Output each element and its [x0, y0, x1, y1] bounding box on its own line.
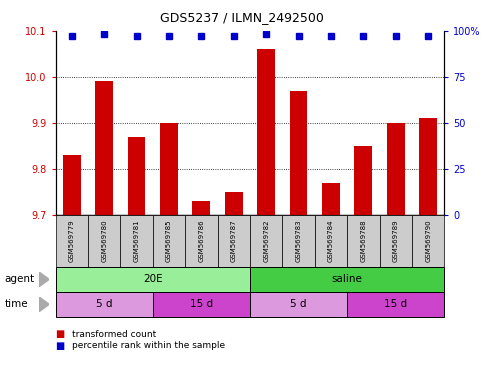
Text: GSM569779: GSM569779: [69, 220, 75, 262]
Text: time: time: [5, 299, 28, 310]
Bar: [257, 49, 275, 215]
Text: GSM569787: GSM569787: [231, 220, 237, 262]
Text: GDS5237 / ILMN_2492500: GDS5237 / ILMN_2492500: [159, 12, 324, 25]
Bar: [128, 137, 145, 215]
Text: GSM569780: GSM569780: [101, 220, 107, 262]
Polygon shape: [39, 296, 49, 312]
Bar: [387, 123, 405, 215]
Text: 15 d: 15 d: [190, 299, 213, 310]
Text: GSM569786: GSM569786: [199, 220, 204, 262]
Bar: [95, 81, 113, 215]
Text: GSM569789: GSM569789: [393, 220, 399, 262]
Text: ■: ■: [56, 329, 65, 339]
Text: GSM569783: GSM569783: [296, 220, 301, 262]
Text: GSM569785: GSM569785: [166, 220, 172, 262]
Text: 5 d: 5 d: [290, 299, 307, 310]
Bar: [63, 155, 81, 215]
Text: GSM569784: GSM569784: [328, 220, 334, 262]
Text: 5 d: 5 d: [96, 299, 113, 310]
Bar: [160, 123, 178, 215]
Bar: [355, 146, 372, 215]
Text: 15 d: 15 d: [384, 299, 407, 310]
Text: GSM569788: GSM569788: [360, 220, 367, 262]
Text: percentile rank within the sample: percentile rank within the sample: [72, 341, 226, 350]
Text: GSM569790: GSM569790: [425, 220, 431, 262]
Text: ■: ■: [56, 341, 65, 351]
Polygon shape: [39, 272, 49, 287]
Text: GSM569781: GSM569781: [133, 220, 140, 262]
Bar: [322, 183, 340, 215]
Text: transformed count: transformed count: [72, 329, 156, 339]
Bar: [192, 201, 210, 215]
Text: 20E: 20E: [143, 274, 163, 285]
Bar: [225, 192, 242, 215]
Bar: [419, 118, 437, 215]
Text: agent: agent: [5, 274, 35, 285]
Text: saline: saline: [332, 274, 363, 285]
Text: GSM569782: GSM569782: [263, 220, 269, 262]
Bar: [290, 91, 308, 215]
